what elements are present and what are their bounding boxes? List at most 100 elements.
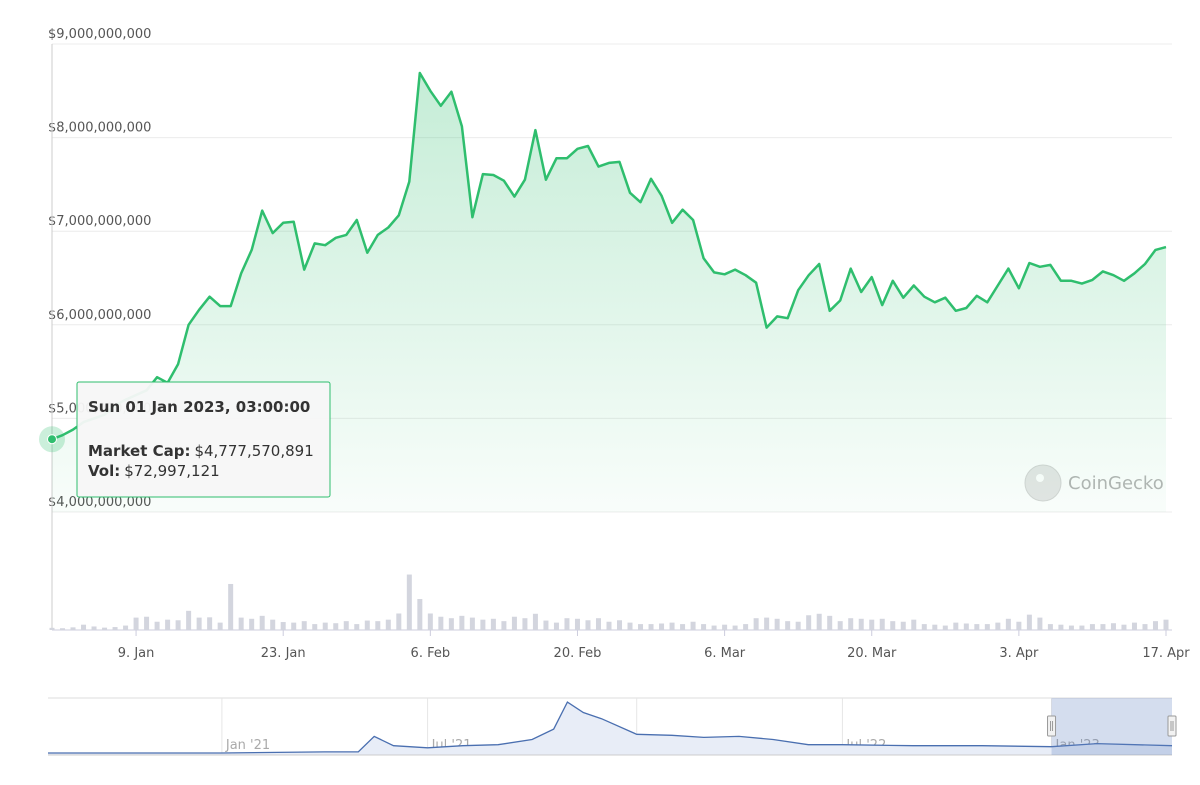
volume-bar bbox=[1110, 623, 1116, 630]
volume-bar bbox=[942, 625, 948, 630]
volume-bar bbox=[280, 622, 286, 630]
volume-bar bbox=[154, 621, 160, 630]
volume-bar bbox=[217, 622, 223, 630]
volume-bar bbox=[963, 623, 969, 630]
volume-bar bbox=[953, 622, 959, 630]
volume-bar bbox=[974, 624, 980, 630]
volume-bar bbox=[364, 620, 370, 630]
y-tick-label: $9,000,000,000 bbox=[48, 27, 151, 42]
volume-bar bbox=[259, 615, 265, 630]
volume-bar bbox=[1026, 614, 1032, 630]
volume-bar bbox=[606, 621, 612, 630]
navigator-handle[interactable] bbox=[1047, 715, 1057, 737]
y-tick-label: $7,000,000,000 bbox=[48, 214, 151, 229]
volume-bar bbox=[396, 613, 402, 630]
tooltip-box bbox=[76, 381, 331, 498]
volume-bar bbox=[585, 620, 591, 630]
volume-bar bbox=[900, 621, 906, 630]
volume-bar bbox=[238, 617, 244, 630]
volume-bar bbox=[406, 574, 412, 630]
volume-bar bbox=[848, 618, 854, 630]
volume-bar bbox=[60, 628, 66, 630]
volume-bar bbox=[112, 627, 118, 630]
navigator-handle[interactable] bbox=[1167, 715, 1177, 737]
volume-bar bbox=[627, 622, 633, 630]
tooltip-value: $4,777,570,891 bbox=[194, 442, 313, 460]
volume-bar bbox=[469, 617, 475, 630]
volume-bar bbox=[659, 623, 665, 630]
volume-bar bbox=[680, 624, 686, 630]
volume-bar bbox=[385, 619, 391, 630]
tooltip-value: $72,997,121 bbox=[124, 462, 219, 480]
volume-bar bbox=[774, 618, 780, 630]
tooltip-title: Sun 01 Jan 2023, 03:00:00 bbox=[88, 398, 310, 416]
volume-bar bbox=[722, 624, 728, 630]
volume-bar bbox=[301, 621, 307, 630]
volume-bar bbox=[532, 613, 538, 630]
x-tick-label: 20. Feb bbox=[554, 646, 602, 661]
volume-bar bbox=[858, 618, 864, 630]
volume-bar bbox=[186, 610, 192, 630]
volume-bar bbox=[806, 615, 812, 630]
volume-bar bbox=[501, 621, 507, 630]
volume-bar bbox=[1037, 617, 1043, 630]
volume-bar bbox=[480, 619, 486, 630]
volume-bar bbox=[448, 618, 454, 630]
volume-bar bbox=[574, 618, 580, 630]
volume-bar bbox=[438, 616, 444, 630]
navigator-area bbox=[48, 702, 1172, 755]
volume-bar bbox=[711, 625, 717, 630]
hover-point bbox=[47, 434, 57, 445]
volume-bar bbox=[133, 617, 139, 630]
volume-bar bbox=[879, 618, 885, 630]
market-cap-line bbox=[51, 71, 1167, 441]
x-tick-label: 6. Feb bbox=[411, 646, 451, 661]
volume-bar bbox=[196, 617, 202, 630]
tooltip-row: Market Cap: $4,777,570,891 bbox=[88, 442, 314, 460]
volume-bar bbox=[543, 620, 549, 630]
x-tick-label: 20. Mar bbox=[847, 646, 897, 661]
volume-bar bbox=[165, 619, 171, 630]
volume-bar bbox=[102, 627, 108, 630]
volume-bar bbox=[1005, 618, 1011, 630]
volume-bar bbox=[70, 627, 76, 630]
volume-bar bbox=[49, 627, 55, 630]
volume-bar bbox=[123, 625, 129, 630]
volume-bar bbox=[764, 617, 770, 630]
navigator-handle-body bbox=[1047, 715, 1057, 737]
volume-bar bbox=[816, 613, 822, 630]
volume-bar bbox=[617, 620, 623, 630]
volume-bar bbox=[1152, 621, 1158, 630]
navigator-selection bbox=[1051, 698, 1172, 755]
volume-bar bbox=[144, 616, 150, 630]
volume-bar bbox=[427, 613, 433, 630]
volume-bar bbox=[837, 621, 843, 630]
volume-bar bbox=[1016, 621, 1022, 630]
volume-bar bbox=[638, 624, 644, 630]
volume-bar bbox=[553, 622, 559, 630]
volume-bar bbox=[354, 624, 360, 630]
volume-bar bbox=[322, 622, 328, 630]
x-tick-label: 17. Apr bbox=[1142, 646, 1190, 661]
volume-bar bbox=[1058, 624, 1064, 630]
volume-bar bbox=[827, 615, 833, 630]
navigator-line bbox=[48, 701, 1173, 754]
volume-bar bbox=[333, 623, 339, 630]
volume-bar bbox=[1079, 625, 1085, 630]
volume-bar bbox=[511, 616, 517, 630]
volume-bar bbox=[564, 618, 570, 630]
y-tick-label: $8,000,000,000 bbox=[48, 121, 151, 136]
tooltip-key: Market Cap: bbox=[88, 442, 190, 460]
volume-bar bbox=[932, 624, 938, 630]
volume-bar bbox=[921, 624, 927, 630]
volume-bar bbox=[648, 624, 654, 630]
volume-bar bbox=[81, 624, 87, 630]
volume-bar bbox=[753, 618, 759, 630]
volume-bar bbox=[343, 621, 349, 630]
volume-bar bbox=[890, 621, 896, 630]
volume-bar bbox=[490, 618, 496, 630]
volume-bar bbox=[785, 621, 791, 630]
volume-bar bbox=[1142, 624, 1148, 630]
x-tick-label: 23. Jan bbox=[261, 646, 306, 661]
